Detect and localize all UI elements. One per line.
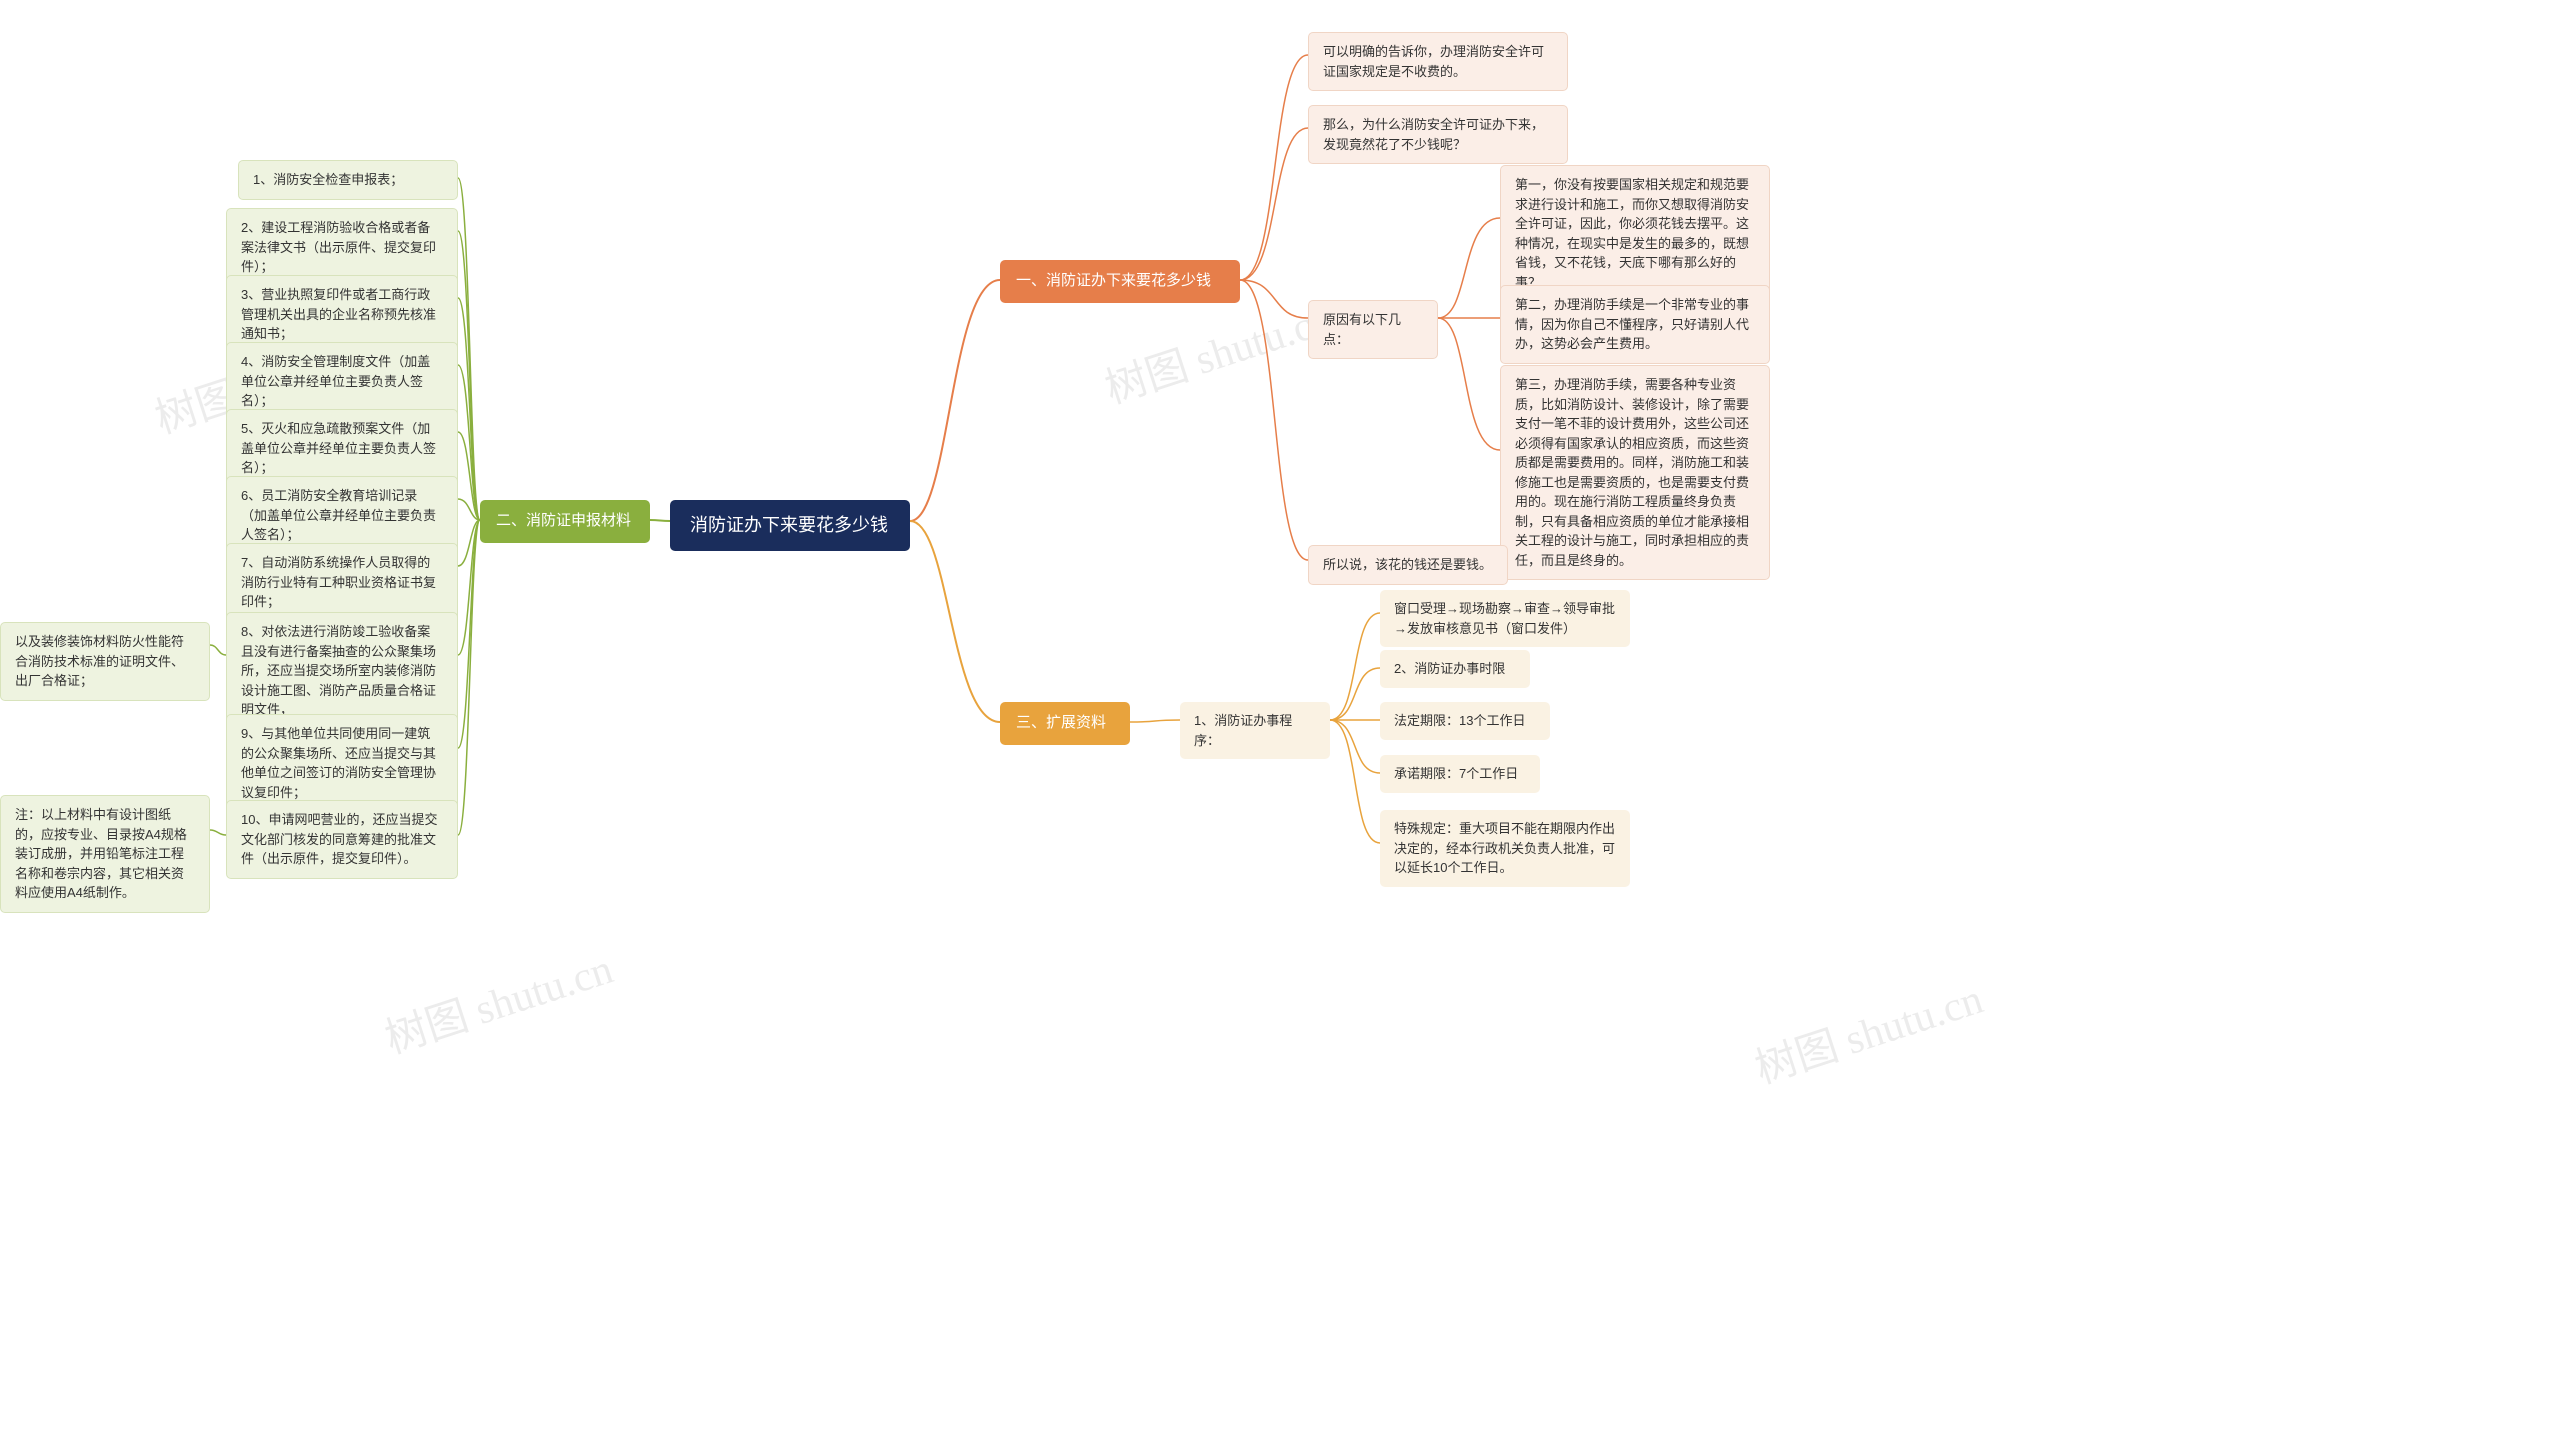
branch2-child[interactable]: 8、对依法进行消防竣工验收备案且没有进行备案抽查的公众聚集场所，还应当提交场所室… (226, 612, 458, 730)
branch1-child[interactable]: 原因有以下几点： (1308, 300, 1438, 359)
branch1-child[interactable]: 那么，为什么消防安全许可证办下来，发现竟然花了不少钱呢？ (1308, 105, 1568, 164)
root-node[interactable]: 消防证办下来要花多少钱 (670, 500, 910, 551)
branch2-child[interactable]: 1、消防安全检查申报表； (238, 160, 458, 200)
branch1-child[interactable]: 可以明确的告诉你，办理消防安全许可证国家规定是不收费的。 (1308, 32, 1568, 91)
branch2-child[interactable]: 9、与其他单位共同使用同一建筑的公众聚集场所、还应当提交与其他单位之间签订的消防… (226, 714, 458, 812)
branch3-child[interactable]: 1、消防证办事程序： (1180, 702, 1330, 759)
branch1-grandchild[interactable]: 第三，办理消防手续，需要各种专业资质，比如消防设计、装修设计，除了需要支付一笔不… (1500, 365, 1770, 580)
branch3-grandchild[interactable]: 承诺期限：7个工作日 (1380, 755, 1540, 793)
watermark: 树图 shutu.cn (1096, 285, 1339, 416)
branch3-grandchild[interactable]: 窗口受理→现场勘察→审查→领导审批→发放审核意见书（窗口发件） (1380, 590, 1630, 647)
watermark: 树图 shutu.cn (376, 935, 619, 1066)
branch2-child[interactable]: 7、自动消防系统操作人员取得的消防行业特有工种职业资格证书复印件； (226, 543, 458, 622)
branch1-child[interactable]: 所以说，该花的钱还是要钱。 (1308, 545, 1508, 585)
branch3-grandchild[interactable]: 法定期限：13个工作日 (1380, 702, 1550, 740)
branch-2-materials[interactable]: 二、消防证申报材料 (480, 500, 650, 543)
branch-1-cost[interactable]: 一、消防证办下来要花多少钱 (1000, 260, 1240, 303)
watermark: 树图 shutu.cn (1746, 965, 1989, 1096)
branch2-child[interactable]: 10、申请网吧营业的，还应当提交文化部门核发的同意筹建的批准文件（出示原件，提交… (226, 800, 458, 879)
branch1-grandchild[interactable]: 第二，办理消防手续是一个非常专业的事情，因为你自己不懂程序，只好请别人代办，这势… (1500, 285, 1770, 364)
branch-3-extended[interactable]: 三、扩展资料 (1000, 702, 1130, 745)
branch3-grandchild[interactable]: 2、消防证办事时限 (1380, 650, 1530, 688)
branch3-grandchild[interactable]: 特殊规定：重大项目不能在期限内作出决定的，经本行政机关负责人批准，可以延长10个… (1380, 810, 1630, 887)
branch1-grandchild[interactable]: 第一，你没有按要国家相关规定和规范要求进行设计和施工，而你又想取得消防安全许可证… (1500, 165, 1770, 302)
branch2-child-extra[interactable]: 以及装修装饰材料防火性能符合消防技术标准的证明文件、出厂合格证； (0, 622, 210, 701)
branch2-child-extra[interactable]: 注：以上材料中有设计图纸的，应按专业、目录按A4规格装订成册，并用铅笔标注工程名… (0, 795, 210, 913)
